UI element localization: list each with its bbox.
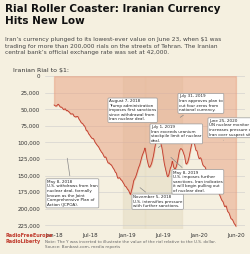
Bar: [145, 76, 182, 229]
Text: August 7, 2018
Trump administration
imposes first sanctions
since withdrawal fro: August 7, 2018 Trump administration impo…: [109, 99, 156, 121]
Text: June 25, 2020
UN nuclear monitor
increases pressure on
Iran over suspect sites.: June 25, 2020 UN nuclear monitor increas…: [209, 119, 250, 140]
Text: RadioFreeEurope
RadioLiberty: RadioFreeEurope RadioLiberty: [5, 233, 52, 244]
Bar: [123, 76, 145, 229]
Text: Iran’s currency plunged to its lowest-ever value on June 23, when $1 was
trading: Iran’s currency plunged to its lowest-ev…: [5, 37, 221, 55]
Text: Rial Roller Coaster: Iranian Currency
Hits New Low: Rial Roller Coaster: Iranian Currency Hi…: [5, 4, 220, 26]
Text: May 8, 2019
U.S. imposes further
sanctions. Iran indicates
it will begin pulling: May 8, 2019 U.S. imposes further sanctio…: [171, 157, 223, 193]
Text: July 1, 2019
Iran exceeds uranium
stockpile limit of nuclear
deal.: July 1, 2019 Iran exceeds uranium stockp…: [151, 125, 202, 148]
Text: Note: The Y was inverted to illustrate the value of the rial relative to the U.S: Note: The Y was inverted to illustrate t…: [45, 240, 216, 249]
Text: July 31, 2019
Iran approves plan to
cut four zeros from
national currency.: July 31, 2019 Iran approves plan to cut …: [179, 94, 223, 117]
Text: November 5, 2018
U.S. intensifies pressure
with further sanctions.: November 5, 2018 U.S. intensifies pressu…: [133, 188, 182, 208]
Text: Iranian Rial to $1:: Iranian Rial to $1:: [13, 68, 69, 73]
Text: May 8, 2018
U.S. withdraws from Iran
nuclear deal, formally
known as the Joint
C: May 8, 2018 U.S. withdraws from Iran nuc…: [47, 158, 98, 207]
